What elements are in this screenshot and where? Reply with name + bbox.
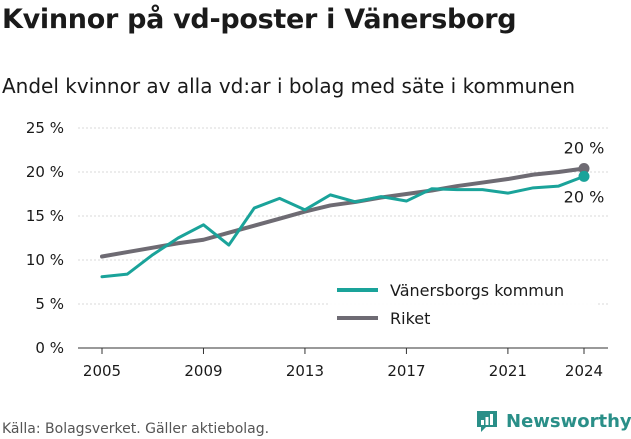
series-line-riket: [100, 166, 586, 259]
x-tick-label: 2013: [286, 362, 324, 380]
y-tick-label: 0 %: [35, 339, 64, 357]
series-end-point-kommun: [578, 170, 590, 182]
series-line-kommun: [100, 174, 586, 279]
y-tick-label: 15 %: [26, 207, 64, 225]
x-tick-label: 2017: [387, 362, 425, 380]
y-tick-label: 5 %: [35, 295, 64, 313]
newsworthy-logo-text: Newsworthy: [506, 410, 631, 432]
y-tick-label: 10 %: [26, 251, 64, 269]
chart-title: Kvinnor på vd-poster i Vänersborg: [2, 4, 517, 35]
chart-subtitle: Andel kvinnor av alla vd:ar i bolag med …: [2, 74, 575, 98]
end-label-kommun: 20 %: [564, 187, 605, 206]
line-chart: 0 % 5 % 10 % 15 % 20 % 25 % 2005 2009 2013 2017 20…: [26, 119, 608, 380]
x-tick-label: 2005: [83, 362, 121, 380]
source-note: Källa: Bolagsverket. Gäller aktiebolag.: [2, 421, 270, 437]
y-tick-label: 25 %: [26, 119, 64, 137]
series-end-point-riket: [578, 162, 590, 174]
x-tick-label: 2021: [489, 362, 527, 380]
newsworthy-logo[interactable]: Newsworthy: [474, 408, 631, 434]
legend-label-riket: Riket: [390, 309, 430, 328]
y-tick-label: 20 %: [26, 163, 64, 181]
newsworthy-logo-icon: [477, 411, 497, 432]
x-tick-label: 2024: [565, 362, 603, 380]
x-tick-label: 2009: [184, 362, 222, 380]
legend-label-kommun: Vänersborgs kommun: [390, 281, 564, 300]
end-label-riket: 20 %: [564, 138, 605, 157]
